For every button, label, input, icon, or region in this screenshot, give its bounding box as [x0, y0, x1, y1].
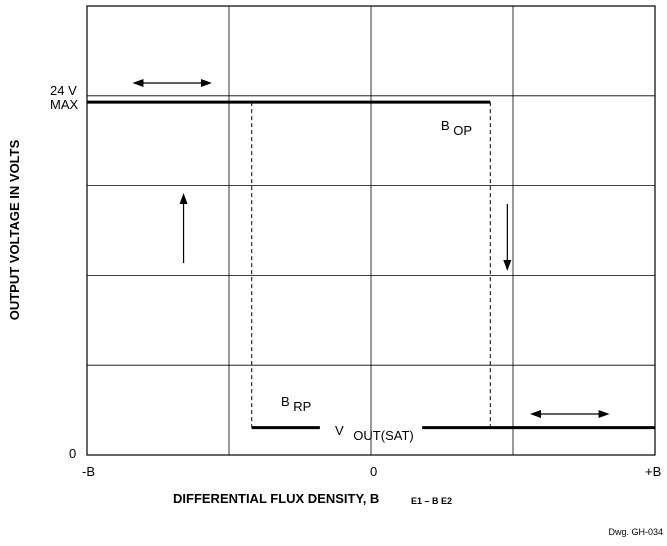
falling-arrow-head — [503, 260, 512, 271]
high-bidir-arrow-head-right — [200, 79, 212, 87]
brp-base: B — [281, 394, 290, 409]
brp-sub: RP — [293, 399, 311, 414]
bop-label: B OP — [441, 118, 472, 138]
drawing-id: Dwg. GH-034 — [608, 527, 663, 537]
low-bidir-arrow-head-right — [598, 410, 610, 418]
y-axis-title: OUTPUT VOLTAGE IN VOLTS — [7, 139, 22, 320]
chart-marks — [87, 79, 655, 430]
low-bidir-arrow-head-left — [530, 410, 542, 418]
y-tick-bottom: 0 — [69, 446, 76, 461]
rising-arrow-head — [179, 193, 188, 204]
x-tick-left: -B — [82, 464, 95, 479]
vout-sub: OUT(SAT) — [353, 428, 413, 443]
gridlines — [87, 6, 655, 455]
x-axis-title-subscript: E1 – B E2 — [411, 496, 452, 506]
x-axis-title-main: DIFFERENTIAL FLUX DENSITY, B — [173, 491, 379, 506]
y-tick-top-line1: 24 V — [50, 83, 77, 98]
vout-sat-label: V OUT(SAT) — [335, 423, 414, 443]
bop-sub: OP — [453, 123, 472, 138]
y-tick-top-line2: MAX — [50, 97, 79, 112]
x-tick-center: 0 — [370, 464, 377, 479]
x-axis-title: DIFFERENTIAL FLUX DENSITY, B E1 – B E2 — [173, 491, 452, 506]
x-tick-right: +B — [645, 464, 661, 479]
brp-label: B RP — [281, 394, 311, 414]
high-bidir-arrow-head-left — [132, 79, 144, 87]
vout-base: V — [335, 423, 344, 438]
bop-base: B — [441, 118, 450, 133]
